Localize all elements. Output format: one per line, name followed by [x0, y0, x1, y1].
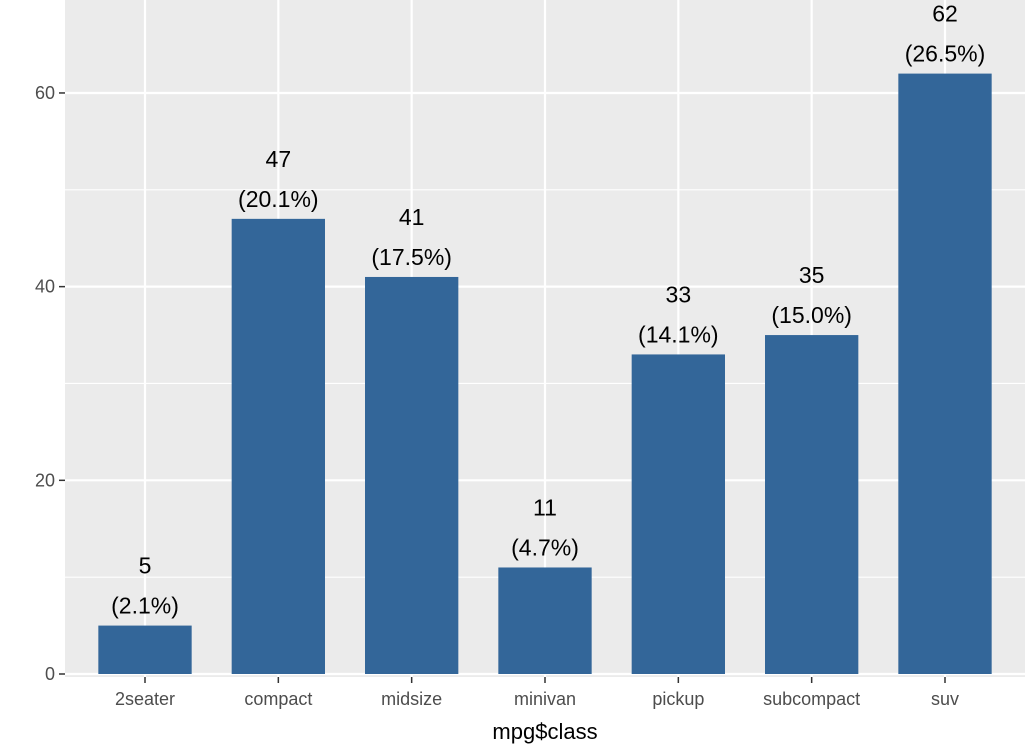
bar-count-label: 5 [139, 553, 152, 579]
bar-pickup [631, 354, 725, 674]
bar-percent-label: (17.5%) [371, 244, 452, 270]
x-axis-title: mpg$class [492, 719, 597, 744]
bar-labels: 5 (2.1%) 47 (20.1%) 41 (17.5%) 11 (4.7%) 33 (14.1… [111, 1, 985, 619]
bar-percent-label: (4.7%) [511, 534, 579, 560]
x-tick-label: subcompact [763, 689, 860, 709]
bar-2seater [98, 625, 192, 674]
bar-count-label: 11 [533, 494, 557, 520]
bar-percent-label: (20.1%) [238, 186, 319, 212]
bar-percent-label: (26.5%) [905, 41, 986, 67]
bars [98, 73, 992, 674]
x-tick-label: minivan [514, 689, 576, 709]
bar-count-label: 62 [932, 1, 958, 27]
bar-midsize [365, 276, 459, 674]
bar-percent-label: (2.1%) [111, 593, 179, 619]
bar-count-label: 35 [799, 262, 825, 288]
x-tick-label: compact [244, 689, 312, 709]
x-tick-label: 2seater [115, 689, 175, 709]
x-tick-label: suv [931, 689, 959, 709]
x-tick-label: midsize [381, 689, 442, 709]
y-tick-label: 40 [35, 277, 55, 297]
bar-percent-label: (15.0%) [771, 302, 852, 328]
y-axis: 0 20 40 60 [35, 83, 65, 684]
bar-count-label: 47 [266, 146, 292, 172]
bar-count-label: 33 [666, 281, 692, 307]
x-axis: 2seater compact midsize minivan pickup subcom… [115, 677, 959, 709]
bar-count-label: 41 [399, 204, 425, 230]
bar-subcompact [765, 335, 859, 674]
y-tick-label: 0 [45, 664, 55, 684]
bar-percent-label: (14.1%) [638, 321, 719, 347]
bar-suv [898, 73, 992, 674]
x-tick-label: pickup [652, 689, 704, 709]
y-tick-label: 20 [35, 470, 55, 490]
y-tick-label: 60 [35, 83, 55, 103]
bar-minivan [498, 567, 592, 674]
bar-compact [231, 218, 325, 674]
